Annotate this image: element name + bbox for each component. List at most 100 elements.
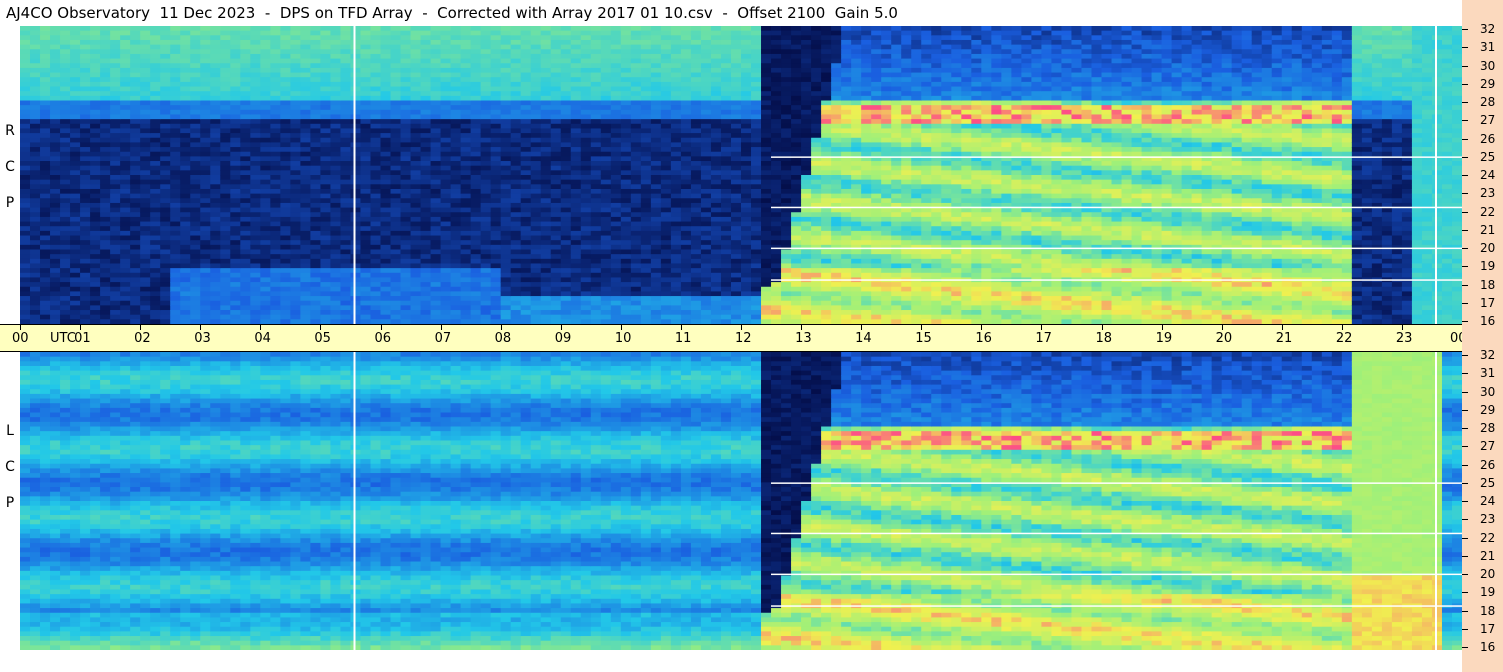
- heatmap-cell: [320, 72, 332, 78]
- heatmap-cell: [710, 39, 722, 46]
- heatmap-cell: [460, 147, 472, 153]
- heatmap-cell: [700, 35, 712, 41]
- heatmap-cell: [140, 58, 151, 64]
- heatmap-cell: [730, 105, 742, 111]
- heatmap-cell: [570, 86, 582, 92]
- heatmap-cell: [751, 263, 762, 269]
- heatmap-cell: [140, 30, 151, 36]
- heatmap-cell: [700, 268, 712, 274]
- heatmap-cell: [620, 128, 632, 134]
- heatmap-cell: [400, 310, 412, 316]
- heatmap-cell: [170, 184, 181, 190]
- heatmap-cell: [400, 123, 412, 130]
- heatmap-cell: [220, 39, 231, 46]
- heatmap-cell: [200, 272, 211, 279]
- heatmap-cell: [280, 123, 291, 130]
- heatmap-cell: [230, 137, 241, 144]
- heatmap-cell: [560, 207, 572, 213]
- heatmap-cell: [230, 100, 241, 106]
- heatmap-cell: [730, 314, 742, 320]
- heatmap-cell: [130, 300, 141, 306]
- heatmap-cell: [70, 193, 81, 199]
- heatmap-cell: [260, 72, 271, 78]
- heatmap-cell: [520, 230, 532, 237]
- heatmap-cell: [80, 58, 91, 64]
- heatmap-cell: [170, 91, 181, 97]
- heatmap-cell: [510, 86, 522, 92]
- heatmap-cell: [250, 319, 261, 324]
- heatmap-cell: [30, 105, 41, 111]
- heatmap-cell: [320, 305, 332, 311]
- heatmap-cell: [680, 202, 692, 209]
- heatmap-cell: [660, 175, 672, 181]
- heatmap-cell: [20, 216, 31, 223]
- heatmap-cell: [250, 286, 261, 293]
- heatmap-cell: [720, 151, 732, 157]
- heatmap-cell: [110, 212, 121, 218]
- heatmap-cell: [660, 212, 672, 218]
- heatmap-cell: [220, 188, 231, 195]
- heatmap-cell: [250, 44, 261, 50]
- heatmap-cell: [410, 109, 422, 116]
- heatmap-cell: [310, 156, 322, 162]
- heatmap-cell: [330, 235, 342, 241]
- heatmap-cell: [700, 142, 712, 148]
- heatmap-cell: [320, 319, 332, 324]
- heatmap-cell: [560, 109, 572, 116]
- heatmap-cell: [640, 198, 652, 204]
- heatmap-cell: [741, 188, 752, 195]
- heatmap-cell: [290, 26, 301, 32]
- heatmap-cell: [480, 100, 492, 106]
- heatmap-cell: [310, 86, 322, 92]
- heatmap-cell: [80, 254, 91, 260]
- heatmap-cell: [560, 91, 572, 97]
- heatmap-cell: [20, 161, 31, 167]
- heatmap-cell: [690, 170, 702, 176]
- heatmap-cell: [781, 26, 792, 32]
- heatmap-cell: [130, 184, 141, 190]
- heatmap-cell: [720, 319, 732, 324]
- heatmap-cell: [20, 58, 31, 64]
- heatmap-cell: [761, 202, 772, 209]
- heatmap-cell: [50, 202, 61, 209]
- heatmap-cell: [580, 198, 592, 204]
- heatmap-cell: [680, 156, 692, 162]
- heatmap-cell: [480, 151, 492, 157]
- heatmap-cell: [530, 161, 542, 167]
- heatmap-cell: [600, 202, 612, 209]
- heatmap-cell: [580, 291, 592, 297]
- heatmap-cell: [310, 109, 322, 116]
- heatmap-cell: [230, 314, 241, 320]
- heatmap-cell: [90, 202, 101, 209]
- heatmap-cell: [380, 100, 392, 106]
- heatmap-cell: [100, 202, 111, 209]
- heatmap-cell: [390, 221, 402, 227]
- heatmap-cell: [230, 230, 241, 237]
- heatmap-cell: [580, 137, 592, 144]
- heatmap-cell: [30, 235, 41, 241]
- heatmap-cell: [610, 300, 622, 306]
- heatmap-cell: [730, 268, 742, 274]
- heatmap-cell: [791, 170, 802, 176]
- heatmap-cell: [330, 35, 342, 41]
- heatmap-cell: [781, 58, 792, 64]
- heatmap-cell: [610, 207, 622, 213]
- heatmap-cell: [280, 184, 291, 190]
- heatmap-cell: [170, 109, 181, 116]
- heatmap-cell: [150, 175, 161, 181]
- heatmap-cell: [590, 240, 602, 246]
- heatmap-cell: [210, 244, 221, 251]
- heatmap-cell: [560, 105, 572, 111]
- heatmap-cell: [700, 263, 712, 269]
- heatmap-cell: [390, 30, 402, 36]
- heatmap-cell: [580, 114, 592, 120]
- heatmap-cell: [460, 244, 472, 251]
- heatmap-cell: [250, 314, 261, 320]
- heatmap-cell: [500, 240, 512, 246]
- heatmap-cell: [150, 35, 161, 41]
- heatmap-cell: [650, 291, 662, 297]
- heatmap-cell: [630, 188, 642, 195]
- heatmap-cell: [340, 179, 352, 185]
- heatmap-cell: [660, 310, 672, 316]
- heatmap-cell: [600, 240, 612, 246]
